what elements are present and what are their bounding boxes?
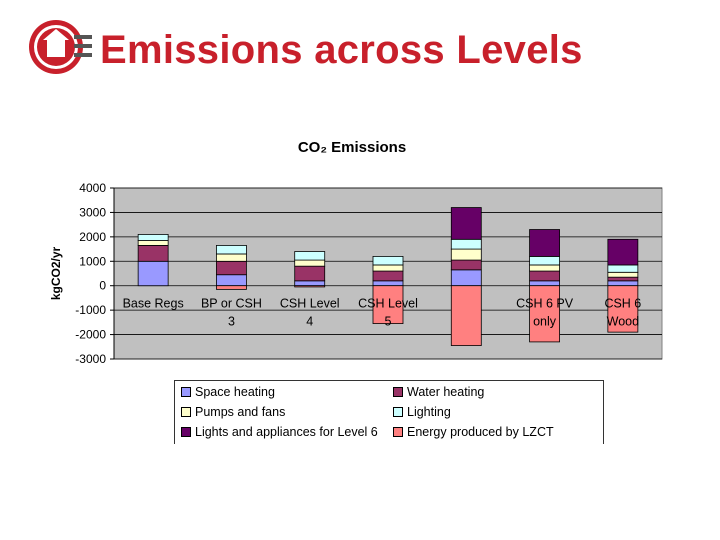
bar-segment xyxy=(450,207,482,240)
legend-entry: Energy produced by LZCT xyxy=(393,423,554,441)
y-tick-label: -1000 xyxy=(75,303,106,317)
legend-swatch xyxy=(181,427,191,437)
legend-entry: Lighting xyxy=(393,403,451,421)
x-category-label: 4 xyxy=(306,315,313,329)
x-category-label: CSH Level xyxy=(358,297,418,311)
bar-segment xyxy=(137,240,169,246)
x-category-label: Wood xyxy=(607,315,639,329)
bar-segment xyxy=(216,245,247,255)
bar-segment xyxy=(529,285,560,343)
bar-segment xyxy=(372,280,404,287)
legend-entry: Pumps and fans xyxy=(181,403,285,421)
bar-segment xyxy=(294,251,326,261)
legend-swatch xyxy=(181,407,191,417)
bar-segment xyxy=(607,285,639,333)
legend-swatch xyxy=(181,387,191,397)
bar-segment xyxy=(450,285,482,346)
bar-segment xyxy=(607,238,639,266)
legend-swatch xyxy=(393,427,403,437)
bar-segment xyxy=(450,269,482,287)
legend-label: Pumps and fans xyxy=(195,405,286,419)
legend-label: Water heating xyxy=(407,385,485,399)
legend-label: Energy produced by LZCT xyxy=(407,425,554,439)
bar-segment xyxy=(372,270,404,282)
bar-segment xyxy=(294,280,326,287)
bar-segment xyxy=(529,280,560,287)
y-tick-label: 0 xyxy=(99,279,106,293)
bar-segment xyxy=(137,260,169,287)
chart-title: CO₂ Emissions xyxy=(298,139,406,156)
x-category-label: BP or CSH xyxy=(201,297,262,311)
y-tick-label: -3000 xyxy=(75,352,106,366)
legend-entry: Water heating xyxy=(393,383,484,401)
y-tick-label: 2000 xyxy=(79,230,106,244)
x-category-label: CSH 6 PV xyxy=(516,297,574,311)
legend-label: Lights and appliances for Level 6 xyxy=(195,425,378,439)
house-logo-icon xyxy=(28,18,98,76)
bar-segment xyxy=(450,238,482,250)
bar-segment xyxy=(372,264,404,272)
bar-segment xyxy=(529,255,560,266)
bar-segment xyxy=(216,260,247,276)
x-category-label: 5 xyxy=(385,315,392,329)
bar-segment xyxy=(216,274,247,287)
y-tick-label: -2000 xyxy=(75,328,106,342)
chart-canvas: CO₂ Emissions kgCO2/yr 4000 3000 2000 1000 0… xyxy=(49,139,663,366)
bar-segment xyxy=(607,280,639,287)
x-category-label: only xyxy=(533,315,557,329)
y-tick-label: 4000 xyxy=(79,181,106,195)
bar-segment xyxy=(216,253,247,262)
x-category-label: CSH Level xyxy=(280,297,340,311)
bar-segment xyxy=(137,234,169,241)
chart-legend: Space heating Water heating Pumps and fans… xyxy=(174,380,604,444)
bar-segment xyxy=(137,245,169,262)
bar-segment xyxy=(450,248,482,261)
legend-label: Space heating xyxy=(195,385,275,399)
legend-entry: Space heating xyxy=(181,383,275,401)
bar-segment xyxy=(607,264,639,273)
x-category-label: 3 xyxy=(228,315,235,329)
bar-segment xyxy=(294,259,326,267)
bar-segment xyxy=(607,271,639,278)
legend-label: Lighting xyxy=(407,405,451,419)
y-tick-label: 3000 xyxy=(79,205,106,219)
y-axis-label: kgCO2/yr xyxy=(49,246,63,300)
bar-segment xyxy=(529,264,560,272)
x-category-label: Base Regs xyxy=(123,297,184,311)
bar-segment xyxy=(607,276,639,282)
bar-segment xyxy=(529,229,560,257)
x-category-label: CSH 6 xyxy=(604,297,641,311)
legend-entry: Lights and appliances for Level 6 xyxy=(181,423,378,441)
legend-swatch xyxy=(393,387,403,397)
y-tick-label: 1000 xyxy=(79,254,106,268)
slide-title: Emissions across Levels xyxy=(100,28,583,72)
bar-segment xyxy=(529,270,560,282)
co2-emissions-chart: CO₂ Emissions kgCO2/yr 4000 3000 2000 1000 0… xyxy=(40,128,680,446)
bar-segment xyxy=(450,259,482,271)
bar-segment xyxy=(372,285,404,324)
bar-segment xyxy=(372,255,404,266)
bar-segment xyxy=(294,265,326,282)
bar-segment xyxy=(216,285,247,290)
legend-swatch xyxy=(393,407,403,417)
bar-segment xyxy=(294,285,326,288)
